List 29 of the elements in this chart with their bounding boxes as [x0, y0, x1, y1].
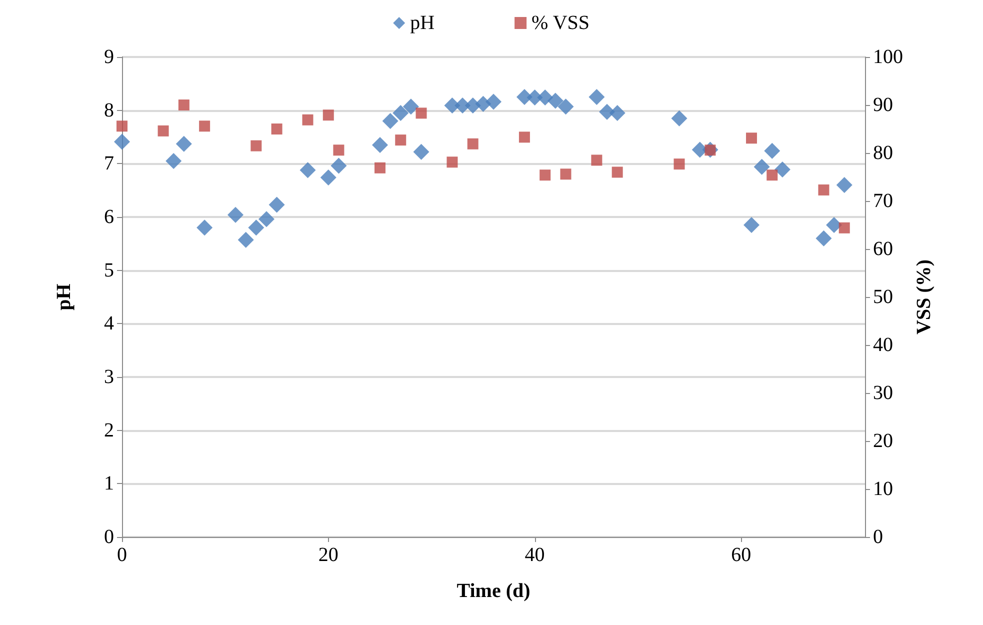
y-tick-label: 2 [104, 419, 114, 442]
y-tick-label: 5 [104, 259, 114, 282]
y-tick-label: 7 [104, 152, 114, 175]
y2-tick-label: 100 [873, 46, 903, 68]
y2-tick-label: 50 [873, 286, 893, 308]
y2-tick-label: 40 [873, 334, 893, 356]
x-tick-label: 60 [731, 544, 752, 566]
legend-label: % VSS [532, 12, 590, 34]
y2-axis-title: VSS (%) [912, 259, 935, 335]
y2-tick-label: 0 [873, 526, 883, 548]
y-tick-label: 1 [104, 472, 114, 495]
y2-tick-label: 10 [873, 478, 893, 500]
y-tick-label: 3 [104, 366, 114, 388]
y-tick-label: 8 [104, 99, 114, 122]
y2-tick-label: 60 [873, 238, 893, 260]
y2-tick-label: 90 [873, 94, 893, 116]
x-tick-label: 20 [318, 544, 338, 566]
y2-tick-label: 80 [873, 142, 893, 164]
y-tick-label: 6 [104, 206, 114, 228]
y-tick-label: 4 [104, 312, 114, 335]
x-tick-label: 40 [524, 544, 545, 566]
legend-label: pH [410, 12, 435, 34]
y-axis-title: pH [53, 283, 75, 310]
y2-tick-label: 30 [873, 382, 893, 404]
y-tick-label: 9 [104, 46, 114, 68]
y2-tick-label: 70 [873, 190, 893, 212]
y-tick-label: 0 [104, 526, 114, 548]
y2-tick-label: 20 [873, 430, 893, 452]
x-axis-title: Time (d) [456, 580, 530, 602]
